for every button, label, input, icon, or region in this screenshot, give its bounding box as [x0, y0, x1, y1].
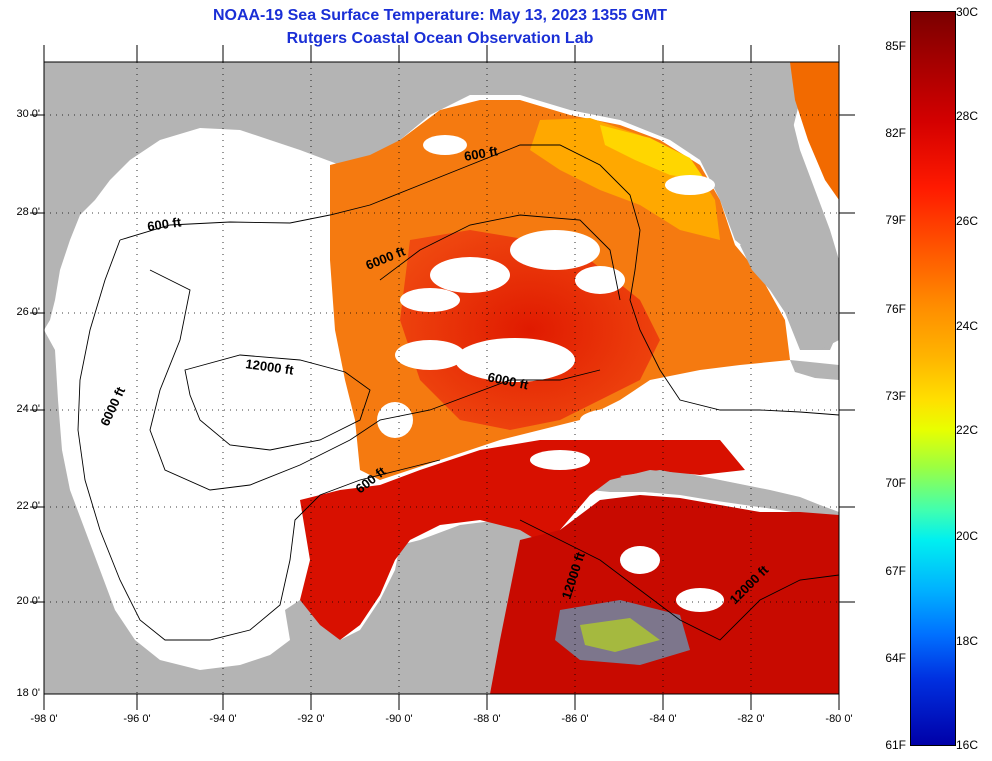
- colorbar-f-label: 61F: [885, 738, 906, 752]
- lon-label: -98 0': [30, 713, 58, 725]
- map-layers: [44, 62, 839, 694]
- map-subtitle: Rutgers Coastal Ocean Observation Lab: [286, 30, 594, 47]
- colorbar-c-label: 28C: [956, 109, 979, 123]
- colorbar-c-label: 30C: [956, 5, 979, 19]
- cloud-mask: [377, 135, 724, 612]
- colorbar-f-label: 64F: [885, 651, 906, 665]
- contour-label-12000ft: 12000 ft: [245, 356, 296, 378]
- lon-label: -84 0': [649, 713, 677, 725]
- land-cuba-top: [620, 470, 735, 494]
- temperature-colorbar: [910, 11, 956, 746]
- tick-marks: [30, 45, 855, 710]
- land-mexico: [44, 330, 545, 694]
- sst-green-patch: [580, 618, 660, 652]
- colorbar-f-label: 70F: [885, 476, 906, 490]
- lon-label: -92 0': [297, 713, 325, 725]
- colorbar-c-label: 18C: [956, 634, 979, 648]
- sst-yellow-coast: [600, 125, 705, 180]
- contour-label-600ft: 600 ft: [463, 143, 500, 164]
- bathymetry-contours: [77, 144, 839, 641]
- graticule: [44, 62, 839, 694]
- colorbar-f-label: 85F: [885, 39, 906, 53]
- colorbar-f-label: 73F: [885, 389, 906, 403]
- colorbar-c-label: 16C: [956, 738, 979, 752]
- lon-label: -88 0': [473, 713, 501, 725]
- lat-label: 24 0': [16, 403, 40, 415]
- lon-label: -90 0': [385, 713, 413, 725]
- lat-label: 30 0': [16, 108, 40, 120]
- colorbar-c-label: 20C: [956, 529, 979, 543]
- colorbar-f-label: 82F: [885, 126, 906, 140]
- lat-label: 18 0': [16, 687, 40, 699]
- lon-label: -82 0': [737, 713, 765, 725]
- sst-atlantic-strip: [790, 62, 839, 200]
- map-frame: [43, 61, 840, 695]
- lat-label: 22 0': [16, 500, 40, 512]
- land-keys: [790, 360, 839, 380]
- colorbar-c-label: 22C: [956, 423, 979, 437]
- colorbar-c-label: 24C: [956, 319, 979, 333]
- colorbar-f-label: 67F: [885, 564, 906, 578]
- colorbar-f-label: 79F: [885, 213, 906, 227]
- sst-south: [300, 440, 745, 640]
- lon-label: -86 0': [561, 713, 589, 725]
- land-florida: [730, 62, 839, 350]
- colorbar-c-label: 26C: [956, 214, 979, 228]
- map-title: NOAA-19 Sea Surface Temperature: May 13,…: [212, 7, 668, 24]
- lat-label: 28 0': [16, 206, 40, 218]
- lon-label: -80 0': [825, 713, 853, 725]
- contour-label-600ft: 600 ft: [146, 214, 182, 234]
- lon-label: -94 0': [209, 713, 237, 725]
- lat-label: 26 0': [16, 306, 40, 318]
- sst-yellow-shelf: [530, 118, 720, 240]
- lat-label: 20 0': [16, 595, 40, 607]
- colorbar-f-label: 76F: [885, 302, 906, 316]
- lon-label: -96 0': [123, 713, 151, 725]
